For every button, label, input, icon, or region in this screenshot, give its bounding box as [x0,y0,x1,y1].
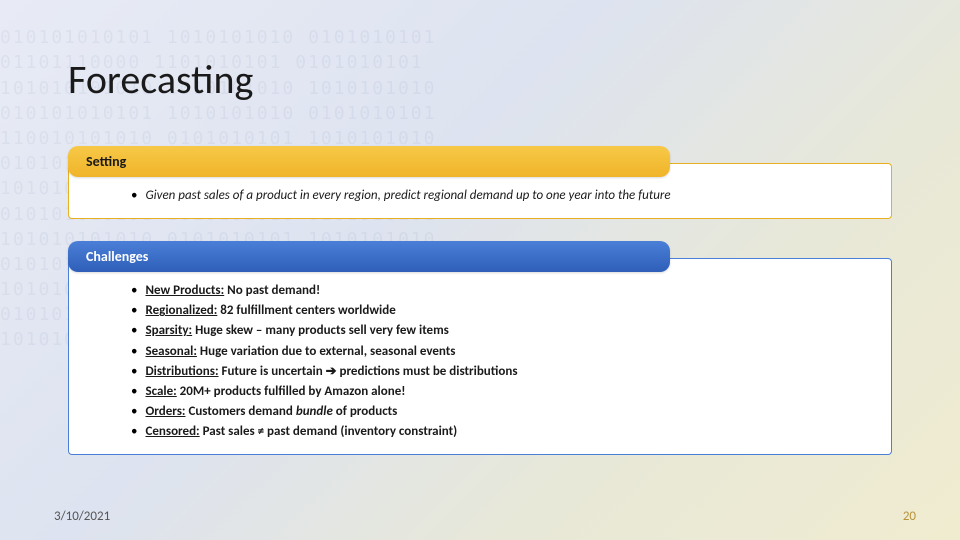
bullet-icon: • [131,422,137,442]
slide-footer: 3/10/2021 20 [0,509,960,524]
bullet-text: Regionalized: 82 fulfillment centers wor… [145,301,395,321]
section-setting-header: Setting [68,146,670,177]
footer-date: 3/10/2021 [54,509,110,524]
section-challenges: Challenges • New Products: No past deman… [68,241,892,455]
challenges-bullet-0: • New Products: No past demand! [131,281,869,301]
bullet-text: Given past sales of a product in every r… [145,186,670,206]
bullet-icon: • [131,281,137,301]
challenges-bullet-4: • Distributions: Future is uncertain ➔ p… [131,362,869,382]
bullet-text: Distributions: Future is uncertain ➔ pre… [145,362,517,382]
section-challenges-body: • New Products: No past demand! • Region… [68,258,892,455]
bullet-icon: • [131,382,137,402]
bullet-icon: • [131,402,137,422]
bullet-text: Seasonal: Huge variation due to external… [145,342,455,362]
setting-bullet-0: • Given past sales of a product in every… [131,186,869,206]
challenges-bullet-5: • Scale: 20M+ products fulfilled by Amaz… [131,382,869,402]
bullet-text: New Products: No past demand! [145,281,320,301]
bullet-icon: • [131,321,137,341]
section-challenges-header: Challenges [68,241,670,272]
slide-container: Forecasting Setting • Given past sales o… [0,0,960,540]
bullet-text: Orders: Customers demand bundle of produ… [145,402,397,422]
slide-title: Forecasting [68,55,892,104]
footer-page-number: 20 [903,509,916,524]
bullet-icon: • [131,342,137,362]
bullet-icon: • [131,186,137,206]
bullet-text: Sparsity: Huge skew – many products sell… [145,321,448,341]
section-setting: Setting • Given past sales of a product … [68,146,892,219]
challenges-bullet-7: • Censored: Past sales ≠ past demand (in… [131,422,869,442]
bullet-icon: • [131,301,137,321]
challenges-bullet-2: • Sparsity: Huge skew – many products se… [131,321,869,341]
challenges-bullet-3: • Seasonal: Huge variation due to extern… [131,342,869,362]
challenges-bullet-1: • Regionalized: 82 fulfillment centers w… [131,301,869,321]
bullet-text: Censored: Past sales ≠ past demand (inve… [145,422,457,442]
challenges-bullet-6: • Orders: Customers demand bundle of pro… [131,402,869,422]
bullet-text: Scale: 20M+ products fulfilled by Amazon… [145,382,405,402]
bullet-icon: • [131,362,137,382]
